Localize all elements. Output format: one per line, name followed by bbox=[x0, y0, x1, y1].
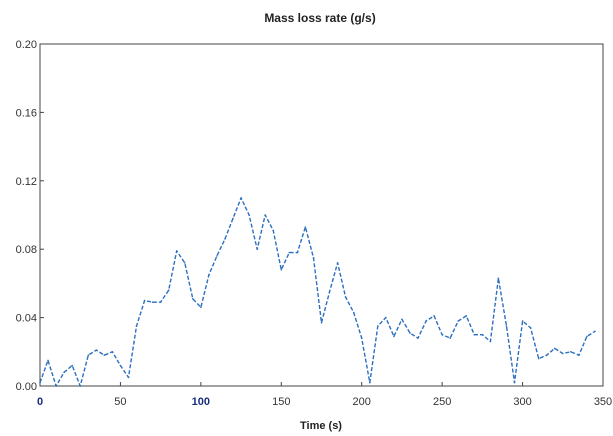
y-tick-label: 0.04 bbox=[16, 313, 37, 325]
data-point bbox=[481, 333, 484, 336]
data-point bbox=[433, 315, 435, 317]
data-point bbox=[47, 359, 49, 362]
data-point bbox=[505, 325, 508, 327]
data-point bbox=[369, 381, 371, 384]
data-point bbox=[71, 364, 73, 367]
data-point bbox=[441, 333, 443, 336]
x-tick-label: 200 bbox=[353, 396, 371, 408]
x-tick-label: 300 bbox=[513, 396, 531, 408]
data-point bbox=[151, 301, 154, 304]
data-point bbox=[280, 268, 283, 271]
data-point bbox=[513, 381, 516, 384]
series-line bbox=[39, 197, 596, 387]
data-point bbox=[449, 337, 452, 339]
data-point bbox=[586, 335, 588, 338]
data-point bbox=[385, 316, 387, 319]
data-point bbox=[336, 262, 339, 264]
data-point bbox=[224, 238, 226, 240]
data-point bbox=[184, 262, 186, 264]
data-point bbox=[425, 320, 427, 322]
data-point bbox=[393, 335, 395, 338]
data-point bbox=[135, 325, 138, 327]
data-point bbox=[570, 351, 572, 353]
data-point bbox=[529, 327, 532, 329]
data-point bbox=[240, 197, 242, 199]
data-point bbox=[409, 332, 411, 334]
data-point bbox=[63, 371, 65, 374]
y-tick-label: 0.00 bbox=[16, 381, 37, 393]
chart-title: Mass loss rate (g/s) bbox=[264, 11, 375, 25]
y-tick-label: 0.08 bbox=[16, 244, 37, 256]
data-point bbox=[594, 330, 596, 333]
data-point bbox=[344, 296, 347, 298]
data-point bbox=[111, 351, 114, 353]
data-point bbox=[256, 248, 259, 250]
data-point bbox=[465, 315, 468, 317]
data-point bbox=[328, 291, 331, 293]
data-point bbox=[545, 354, 548, 357]
y-tick-label: 0.20 bbox=[16, 39, 37, 51]
data-point bbox=[473, 333, 476, 336]
data-point bbox=[417, 337, 419, 339]
data-point bbox=[55, 385, 57, 387]
data-point bbox=[377, 325, 379, 327]
data-point bbox=[159, 301, 162, 304]
plot-border bbox=[39, 43, 604, 387]
x-axis-title: Time (s) bbox=[300, 420, 342, 432]
data-point bbox=[489, 340, 492, 343]
data-point bbox=[553, 347, 556, 350]
data-point bbox=[264, 214, 267, 216]
data-point bbox=[192, 298, 194, 300]
data-point bbox=[200, 306, 202, 309]
data-point bbox=[360, 337, 363, 339]
x-tick-label: 0 bbox=[37, 396, 43, 408]
y-axis: 0.00 0.04 0.08 0.12 0.16 0.20 bbox=[16, 39, 44, 393]
data-point bbox=[87, 354, 90, 357]
y-tick-label: 0.12 bbox=[16, 176, 37, 188]
data-point bbox=[95, 349, 98, 351]
data-point bbox=[248, 214, 250, 216]
x-tick-label: 350 bbox=[594, 396, 612, 408]
data-point bbox=[167, 289, 170, 292]
data-point bbox=[288, 251, 291, 254]
data-point bbox=[312, 257, 315, 259]
data-point bbox=[208, 274, 210, 276]
data-point bbox=[521, 320, 524, 322]
data-point bbox=[320, 321, 323, 324]
data-point bbox=[296, 251, 299, 254]
plot-area bbox=[39, 43, 604, 387]
data-point bbox=[103, 354, 106, 357]
data-point bbox=[79, 385, 81, 387]
data-point bbox=[304, 226, 307, 228]
x-axis: 0 50 100 150 200 250 300 350 bbox=[37, 382, 612, 408]
data-point bbox=[562, 352, 564, 355]
data-point bbox=[272, 229, 275, 232]
x-tick-label: 100 bbox=[192, 396, 210, 408]
data-point bbox=[578, 354, 580, 357]
data-point bbox=[232, 217, 234, 220]
data-point bbox=[127, 376, 130, 379]
data-point bbox=[497, 277, 500, 280]
x-tick-label: 150 bbox=[272, 396, 290, 408]
data-point bbox=[216, 255, 218, 257]
data-point bbox=[401, 318, 403, 321]
data-point bbox=[175, 250, 178, 252]
data-point bbox=[143, 299, 146, 302]
data-point bbox=[39, 381, 41, 384]
x-tick-label: 250 bbox=[433, 396, 451, 408]
data-point bbox=[457, 320, 460, 322]
series-layer bbox=[39, 197, 596, 387]
data-point bbox=[537, 357, 540, 360]
data-point bbox=[352, 311, 355, 314]
data-point bbox=[119, 364, 122, 367]
x-tick-label: 50 bbox=[114, 396, 126, 408]
y-tick-label: 0.16 bbox=[16, 107, 37, 119]
